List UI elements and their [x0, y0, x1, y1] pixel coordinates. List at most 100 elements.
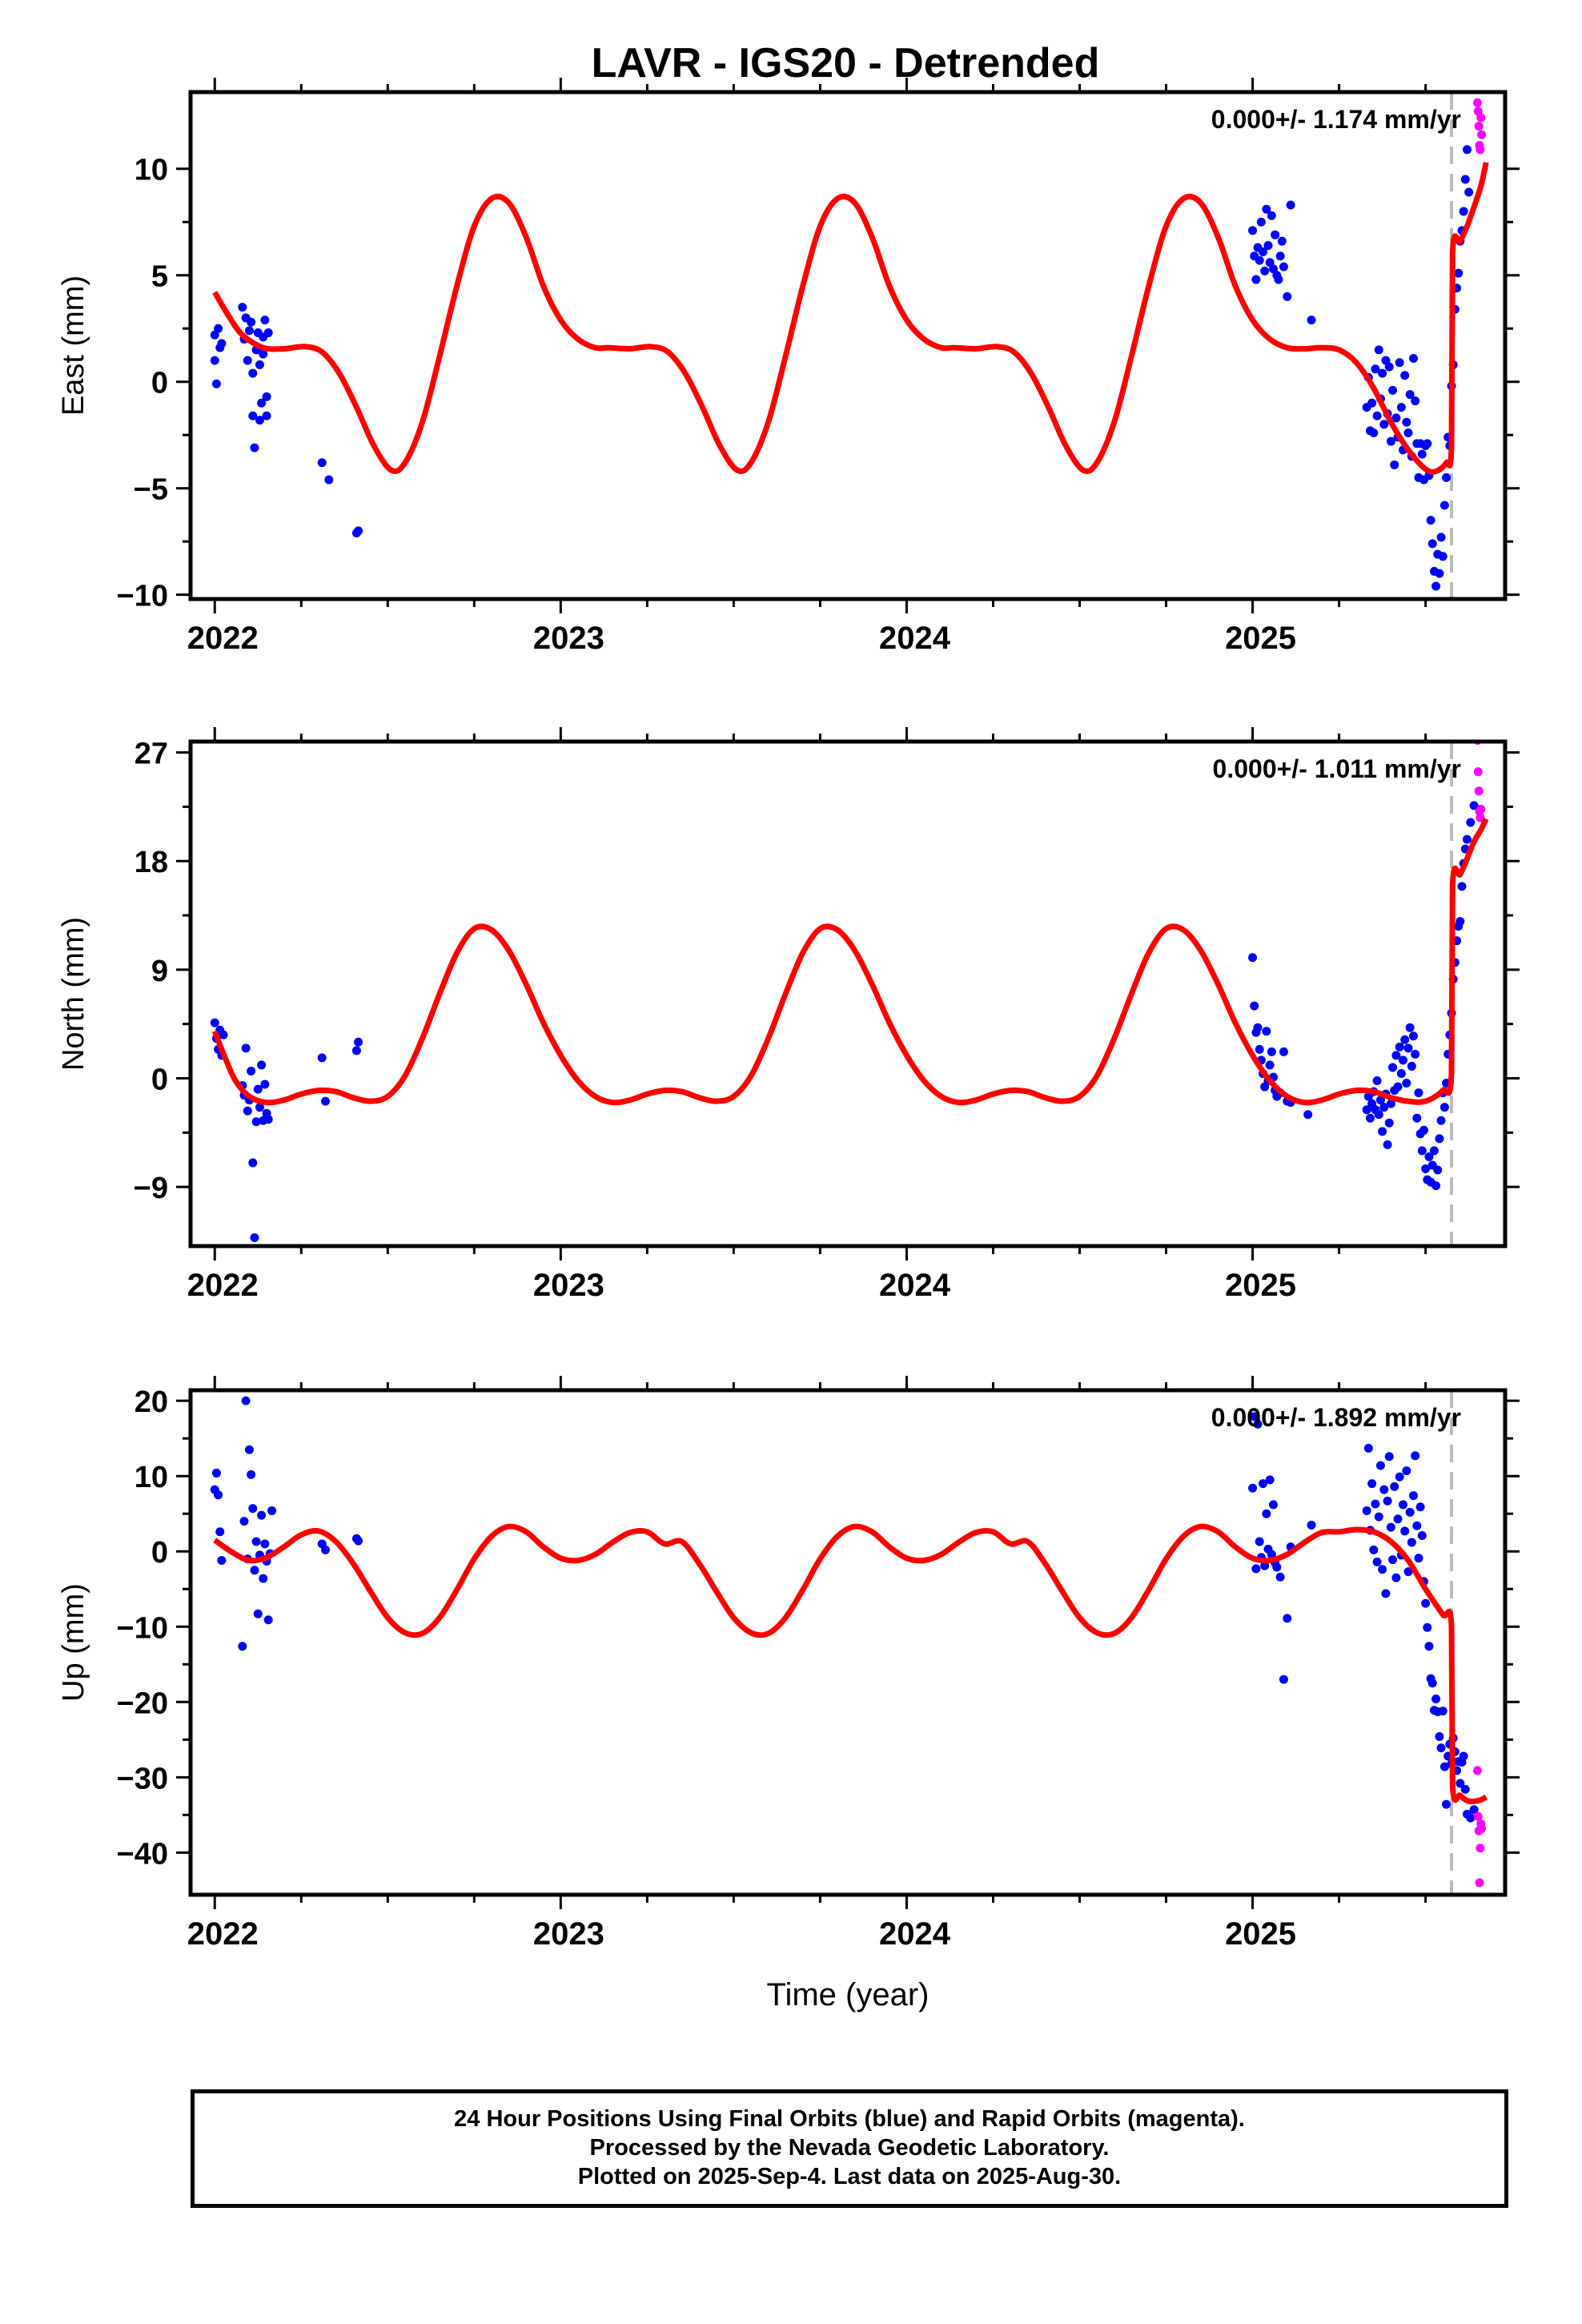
final-orbit-point [321, 1096, 331, 1106]
final-orbit-point [263, 328, 273, 338]
final-orbit-point [1405, 1507, 1415, 1517]
final-orbit-point [248, 1158, 258, 1168]
final-orbit-point [1411, 396, 1420, 406]
final-orbit-point [214, 1490, 223, 1500]
final-orbit-point [1412, 1113, 1422, 1123]
final-orbit-point [1408, 353, 1418, 363]
final-orbit-point [1399, 1500, 1408, 1510]
final-orbit-point [262, 392, 271, 401]
final-orbit-point [317, 458, 327, 468]
final-orbit-point [247, 1066, 256, 1076]
final-orbit-point [1375, 1096, 1385, 1105]
final-orbit-point [255, 360, 264, 369]
final-orbit-point [1402, 417, 1411, 427]
y-tick-label: 0 [151, 1536, 168, 1570]
final-orbit-point [1439, 1762, 1449, 1771]
final-orbit-point [253, 1609, 263, 1618]
final-orbit-point [1421, 1164, 1431, 1174]
final-orbit-point [1255, 255, 1264, 265]
final-orbit-point [259, 349, 268, 359]
final-orbit-point [1256, 217, 1266, 227]
panel-frame [188, 90, 1508, 601]
final-orbit-point [1271, 230, 1280, 239]
final-orbit-point [260, 1080, 270, 1089]
y-tick-label: 10 [135, 1461, 168, 1494]
x-tick-label: 2024 [879, 1268, 951, 1303]
y-tick-label: −10 [117, 1611, 168, 1645]
final-orbit-point [1267, 1550, 1276, 1559]
final-orbit-point [1307, 316, 1316, 325]
y-tick-label: 18 [135, 846, 168, 879]
final-orbit-point [1283, 292, 1292, 301]
model-fit-curve [212, 162, 1489, 475]
panel-frame [188, 1388, 1508, 1897]
final-orbit-point [1248, 226, 1258, 235]
final-orbit-point [1396, 403, 1406, 412]
final-orbit-point [1250, 1001, 1259, 1011]
final-orbit-point [1402, 1466, 1411, 1476]
x-tick-label: 2025 [1225, 1268, 1296, 1303]
final-orbit-point [1439, 501, 1449, 510]
final-orbit-point [211, 379, 221, 388]
final-orbit-point [1419, 1125, 1428, 1135]
final-orbit-point [250, 1566, 259, 1575]
rapid-orbit-point [1473, 1811, 1483, 1821]
final-orbit-point [215, 1527, 225, 1537]
final-orbit-point [1259, 247, 1268, 256]
x-tick-label: 2024 [879, 1916, 951, 1952]
final-orbit-point [1386, 1099, 1395, 1108]
final-orbit-point [1374, 1512, 1383, 1522]
final-orbit-point [1251, 275, 1261, 284]
rapid-orbit-point [1477, 130, 1487, 139]
final-orbit-point [1279, 1675, 1288, 1684]
final-orbit-point [1414, 1088, 1423, 1098]
final-orbit-point [1396, 1068, 1406, 1078]
final-orbit-point [1417, 1146, 1427, 1156]
plot-area [210, 1390, 1488, 1895]
final-orbit-point [1365, 1113, 1375, 1123]
final-orbit-point [1378, 1565, 1387, 1574]
rapid-orbit-point [1474, 786, 1484, 796]
final-orbit-point [1405, 390, 1415, 400]
final-orbit-point [238, 303, 247, 312]
final-orbit-point [351, 1046, 361, 1055]
final-orbit-point [1378, 1127, 1387, 1136]
final-orbit-point [1436, 1116, 1446, 1125]
final-orbit-point [1442, 1799, 1452, 1809]
final-orbit-point [243, 356, 252, 365]
x-tick-label: 2023 [533, 621, 604, 656]
final-orbit-point [1260, 266, 1270, 275]
rapid-orbit-point [1474, 122, 1484, 131]
final-orbit-point [1457, 882, 1467, 891]
final-orbit-point [1279, 262, 1288, 271]
final-orbit-point [1433, 1165, 1443, 1175]
final-orbit-point [1381, 1589, 1391, 1598]
final-orbit-point [1303, 1110, 1313, 1120]
plot-area [210, 92, 1489, 599]
final-orbit-point [267, 1506, 277, 1515]
final-orbit-point [1386, 1522, 1395, 1532]
final-orbit-point [1371, 364, 1380, 374]
final-orbit-point [1255, 1044, 1264, 1054]
final-orbit-point [1390, 460, 1399, 469]
final-orbit-point [1253, 1419, 1263, 1429]
x-tick-label: 2025 [1225, 1916, 1296, 1952]
final-orbit-point [214, 324, 223, 333]
final-orbit-point [1411, 1049, 1420, 1059]
final-orbit-point [1388, 1555, 1398, 1565]
final-orbit-point [255, 416, 264, 425]
x-tick-label: 2025 [1225, 621, 1296, 656]
final-orbit-point [248, 368, 258, 378]
final-orbit-point [1388, 1063, 1398, 1072]
final-orbit-point [1379, 1485, 1389, 1494]
final-orbit-point [1438, 1707, 1447, 1716]
final-orbit-point [1384, 362, 1394, 372]
final-orbit-point [1403, 1567, 1413, 1577]
model-fit-curve [213, 1523, 1488, 1805]
footer-line-processed-by: Processed by the Nevada Geodetic Laborat… [589, 2135, 1110, 2161]
final-orbit-point [1435, 1732, 1444, 1742]
final-orbit-point [354, 1536, 363, 1546]
final-orbit-point [1427, 1679, 1437, 1688]
final-orbit-point [1423, 439, 1432, 448]
final-orbit-point [1251, 1564, 1261, 1574]
